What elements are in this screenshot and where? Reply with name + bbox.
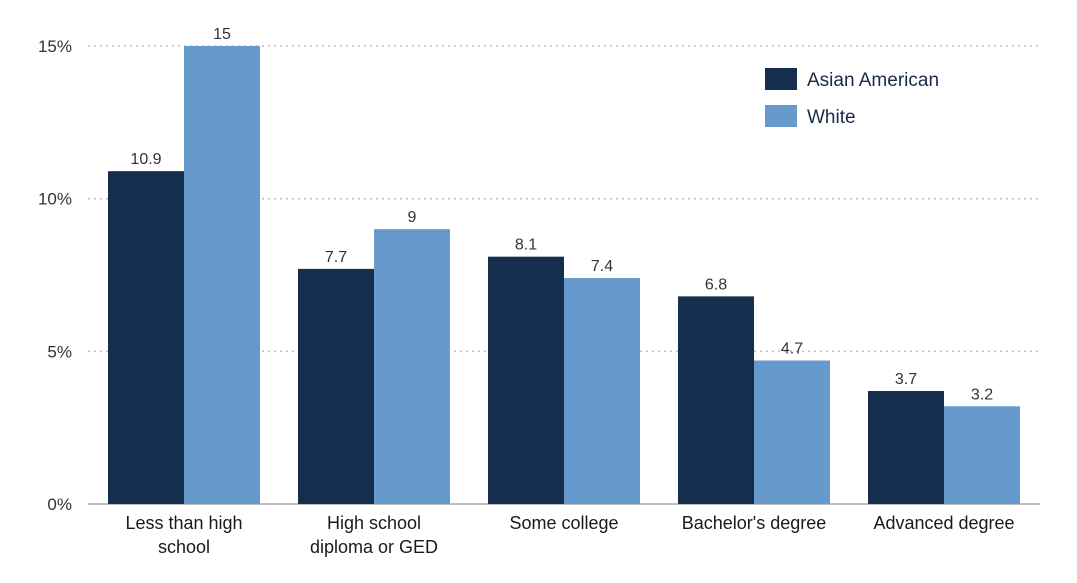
legend-label: Asian American xyxy=(807,70,939,91)
x-tick-label: Some college xyxy=(509,513,618,533)
y-tick-label: 15% xyxy=(38,37,72,56)
bar-asian-american xyxy=(678,296,754,504)
data-label: 6.8 xyxy=(705,276,727,293)
legend-swatch xyxy=(765,68,797,90)
x-tick-label: school xyxy=(158,537,210,557)
bar-asian-american xyxy=(108,171,184,505)
data-label: 15 xyxy=(213,26,231,43)
data-label: 7.4 xyxy=(591,258,613,275)
bar-white xyxy=(184,46,260,504)
legend-swatch xyxy=(765,105,797,127)
data-label: 3.7 xyxy=(895,371,917,388)
legend-label: White xyxy=(807,107,856,128)
y-tick-label: 0% xyxy=(47,495,72,514)
data-label: 4.7 xyxy=(781,340,803,357)
data-label: 10.9 xyxy=(130,151,161,168)
bar-asian-american xyxy=(488,256,564,504)
data-label: 3.2 xyxy=(971,386,993,403)
bar-white xyxy=(374,229,450,504)
x-tick-label: Less than high xyxy=(125,513,242,533)
bar-white xyxy=(564,278,640,504)
bar-asian-american xyxy=(298,268,374,504)
y-tick-label: 5% xyxy=(47,342,72,361)
y-tick-label: 10% xyxy=(38,190,72,209)
bar-white xyxy=(944,406,1020,504)
x-tick-label: High school xyxy=(327,513,421,533)
bar-white xyxy=(754,360,830,504)
x-tick-label: diploma or GED xyxy=(310,537,438,557)
data-label: 9 xyxy=(408,209,417,226)
x-tick-label: Advanced degree xyxy=(873,513,1014,533)
data-label: 8.1 xyxy=(515,237,537,254)
data-label: 7.7 xyxy=(325,249,347,266)
x-tick-label: Bachelor's degree xyxy=(682,513,827,533)
bar-asian-american xyxy=(868,391,944,504)
